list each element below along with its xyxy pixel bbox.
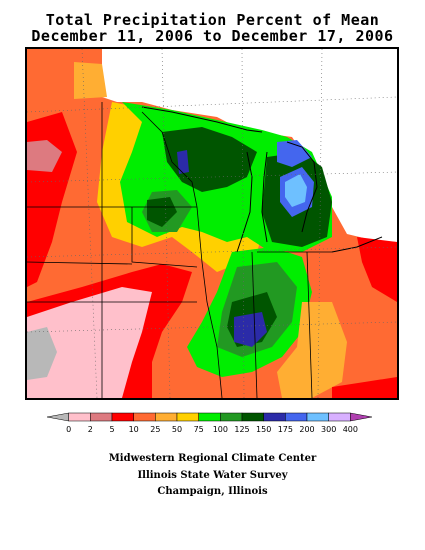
gray-region-southwest: [27, 327, 57, 380]
legend-tick-label: 75: [194, 425, 204, 434]
legend-swatch: [90, 412, 113, 422]
legend-swatch: [133, 412, 156, 422]
credit-line-3: Champaign, Illinois: [157, 486, 268, 497]
no-data-region-north: [102, 49, 397, 242]
legend-tick-label: 175: [278, 425, 293, 434]
legend-swatch: [176, 412, 199, 422]
legend-tick-label: 50: [172, 425, 182, 434]
legend-tick-label: 5: [109, 425, 114, 434]
legend-tick-label: 10: [129, 425, 139, 434]
red-strip-east: [357, 237, 397, 302]
legend-swatch: [263, 412, 286, 422]
credit-line-1: Midwestern Regional Climate Center: [108, 453, 317, 464]
light-blue-region-michigan: [285, 174, 307, 207]
map-title-line-2: December 11, 2006 to December 17, 2006: [31, 27, 394, 45]
legend-swatch: [241, 412, 264, 422]
dark-green-spot-west: [147, 197, 177, 227]
legend-swatch: [306, 412, 329, 422]
legend-swatch: [46, 412, 69, 422]
legend-swatch: [68, 412, 91, 422]
legend-tick-label: 400: [343, 425, 358, 434]
legend-swatch: [350, 412, 373, 422]
legend-swatch: [155, 412, 178, 422]
map-title-line-1: Total Precipitation Percent of Mean: [45, 11, 380, 29]
graticule: [27, 49, 397, 398]
legend-tick-label: 300: [321, 425, 336, 434]
legend-tick-label: 200: [299, 425, 314, 434]
legend-swatch: [328, 412, 351, 422]
legend-tick-label: 125: [234, 425, 249, 434]
legend-swatch: [111, 412, 134, 422]
legend-tick-label: 2: [88, 425, 93, 434]
legend-tick-label: 100: [213, 425, 228, 434]
legend-swatch: [285, 412, 308, 422]
yellow-region-south: [277, 302, 347, 398]
legend-tick-label: 25: [150, 425, 160, 434]
credit-line-2: Illinois State Water Survey: [137, 470, 288, 481]
precipitation-map: [25, 47, 399, 400]
blue-spot-wisconsin: [177, 150, 189, 174]
color-legend: 0 2 5 10 25 50 75 100 125 150 175 200 300 400: [0, 410, 425, 440]
blue-spot-indiana: [234, 312, 267, 347]
pink-region-nw: [27, 140, 62, 172]
legend-swatch: [220, 412, 243, 422]
legend-swatch: [198, 412, 221, 422]
state-boundaries: [27, 102, 332, 398]
pink-region-southwest: [27, 287, 152, 398]
great-lakes-outlines: [141, 106, 383, 253]
orange-region-northwest: [74, 62, 107, 99]
legend-tick-label: 150: [256, 425, 271, 434]
red-strip-southeast: [332, 377, 397, 398]
legend-tick-label: 0: [66, 425, 71, 434]
blue-region-north-michigan: [277, 140, 312, 167]
